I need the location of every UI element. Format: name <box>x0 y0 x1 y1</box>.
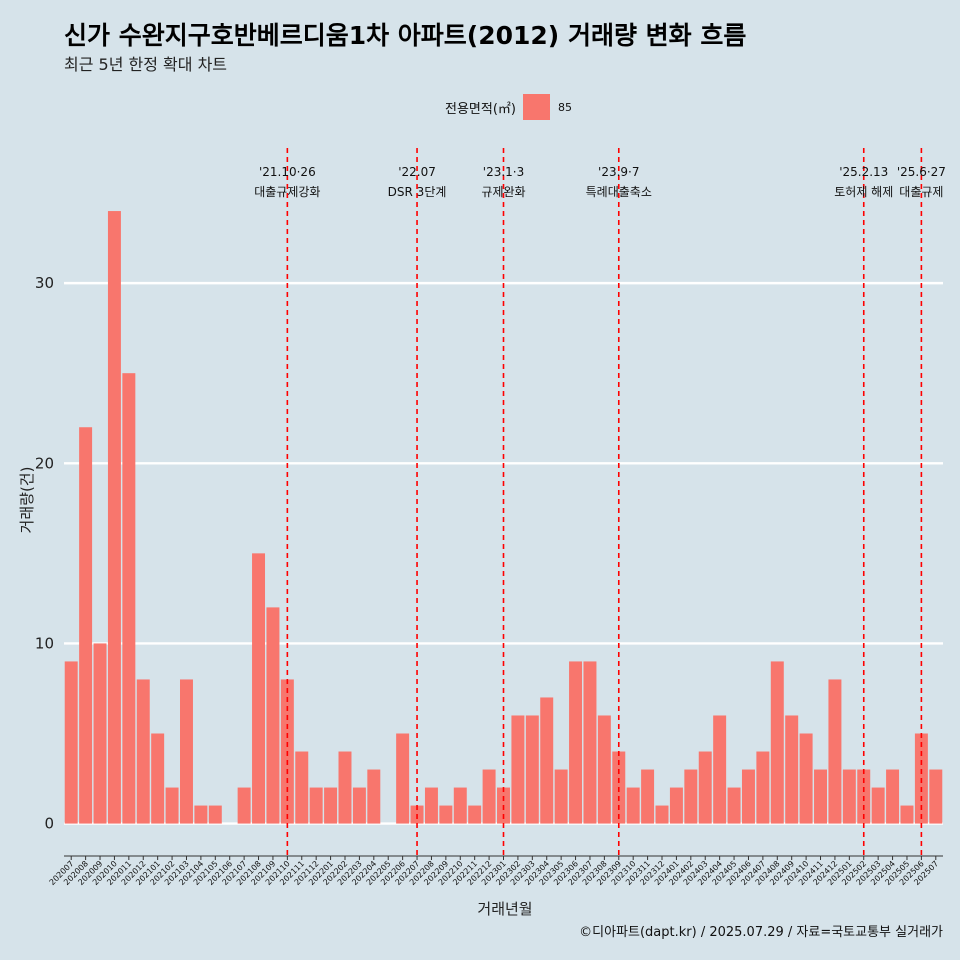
bar-202102 <box>165 787 179 824</box>
event-date-202309: '23.9·7 <box>598 165 639 179</box>
bar-202412 <box>828 679 842 824</box>
event-label-202506: 대출규제 <box>899 185 943 199</box>
bar-202104 <box>194 805 208 824</box>
event-date-202502: '25.2.13 <box>839 165 888 179</box>
event-annotations: '21.10·26 대출규제강화 '22.07 DSR 3단계 '23.1·3 규제완화 '… <box>254 148 946 856</box>
x-axis-label: 거래년월 <box>477 900 532 918</box>
bar-202404 <box>713 715 727 824</box>
y-axis-label: 거래량(건) <box>18 467 36 534</box>
bar-202011 <box>122 373 136 824</box>
bar-202407 <box>756 751 770 824</box>
y-tick-label-10: 10 <box>35 634 54 652</box>
bar-202305 <box>554 769 568 824</box>
bar-202501 <box>842 769 856 824</box>
bar-202010 <box>107 211 121 824</box>
bar-202109 <box>266 607 280 824</box>
event-label-202309: 특례대출축소 <box>586 185 652 199</box>
bar-202304 <box>540 697 554 824</box>
bars <box>64 211 943 824</box>
bar-202401 <box>669 787 683 824</box>
bar-202112 <box>309 787 323 824</box>
bar-202311 <box>641 769 655 824</box>
bar-202403 <box>698 751 712 824</box>
bar-202103 <box>179 679 193 824</box>
bar-202406 <box>741 769 755 824</box>
bar-202208 <box>424 787 438 824</box>
y-tick-label-0: 0 <box>44 815 54 833</box>
bar-202308 <box>597 715 611 824</box>
bar-202202 <box>338 751 352 824</box>
bar-202105 <box>208 805 222 824</box>
event-label-202110: 대출규제강화 <box>254 185 320 199</box>
bar-202111 <box>295 751 309 824</box>
bar-202310 <box>626 787 640 824</box>
bar-202210 <box>453 787 467 824</box>
bar-202405 <box>727 787 741 824</box>
event-date-202506: '25.6·27 <box>897 165 946 179</box>
legend: 전용면적(㎡) 85 <box>445 94 572 120</box>
bar-202107 <box>237 787 251 824</box>
bar-202203 <box>352 787 366 824</box>
bar-202209 <box>439 805 453 824</box>
legend-label-85: 85 <box>558 101 572 114</box>
bar-202312 <box>655 805 669 824</box>
bar-202302 <box>511 715 525 824</box>
bar-202307 <box>583 661 597 824</box>
bar-202108 <box>252 553 266 824</box>
bar-202303 <box>525 715 539 824</box>
bar-202008 <box>79 427 93 824</box>
bar-202212 <box>482 769 496 824</box>
bar-202504 <box>886 769 900 824</box>
event-date-202207: '22.07 <box>398 165 436 179</box>
bar-202211 <box>468 805 482 824</box>
event-date-202301: '23.1·3 <box>483 165 524 179</box>
bar-202408 <box>770 661 784 824</box>
bar-202204 <box>367 769 381 824</box>
bar-202206 <box>396 733 410 824</box>
bar-202410 <box>799 733 813 824</box>
event-date-202110: '21.10·26 <box>259 165 316 179</box>
bar-202402 <box>684 769 698 824</box>
legend-title: 전용면적(㎡) <box>445 102 516 117</box>
event-label-202502: 토허제 해제 <box>834 185 893 199</box>
bar-202306 <box>569 661 583 824</box>
bar-202505 <box>900 805 914 824</box>
chart-subtitle: 최근 5년 한정 확대 차트 <box>64 55 227 74</box>
legend-swatch-85 <box>523 94 550 120</box>
bar-202411 <box>814 769 828 824</box>
bar-202409 <box>785 715 799 824</box>
y-tick-label-30: 30 <box>35 274 54 292</box>
bar-202007 <box>64 661 78 824</box>
bar-202009 <box>93 643 107 824</box>
bar-202503 <box>871 787 885 824</box>
y-tick-label-20: 20 <box>35 454 54 472</box>
event-label-202207: DSR 3단계 <box>388 185 447 199</box>
caption: ©디아파트(dapt.kr) / 2025.07.29 / 자료=국토교통부 실… <box>579 925 943 940</box>
bar-202507 <box>929 769 943 824</box>
bar-202012 <box>136 679 150 824</box>
bar-202201 <box>324 787 338 824</box>
event-label-202301: 규제완화 <box>481 185 525 199</box>
chart-title: 신가 수완지구호반베르디움1차 아파트(2012) 거래량 변화 흐름 <box>64 21 746 50</box>
bar-202101 <box>151 733 165 824</box>
x-axis: 2020072020082020092020102020112020122021… <box>48 855 943 887</box>
